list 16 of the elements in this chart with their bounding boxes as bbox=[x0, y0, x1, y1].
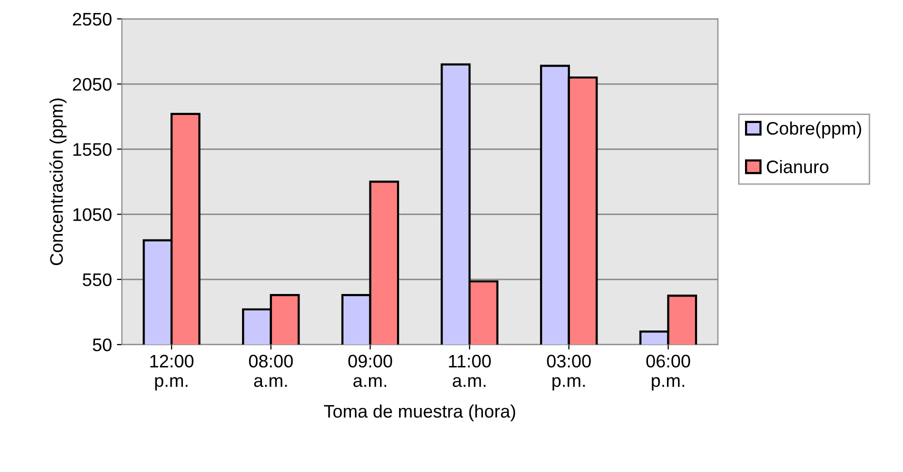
x-tick-label: 03:00 p.m. bbox=[547, 354, 591, 391]
legend-label: Cianuro bbox=[766, 160, 828, 174]
legend-label: Cobre(ppm) bbox=[766, 121, 862, 138]
y-tick-label: 2550 bbox=[72, 12, 112, 26]
y-tick-label: 1550 bbox=[73, 143, 112, 156]
x-axis-title: Toma de muestra (hora) bbox=[324, 404, 516, 422]
x-tick-label: 12:00 p.m. bbox=[150, 354, 194, 391]
y-tick-label: 2050 bbox=[72, 78, 112, 91]
y-tick-label: 50 bbox=[92, 338, 112, 352]
x-tick-label: 08:00 a.m. bbox=[249, 354, 293, 387]
y-tick-label: 550 bbox=[82, 273, 112, 286]
x-tick-label: 06:00 p.m. bbox=[646, 354, 690, 391]
x-tick-label: 09:00 a.m. bbox=[348, 354, 392, 387]
y-tick-label: 1050 bbox=[73, 208, 112, 222]
y-axis-title: Concentración (ppm) bbox=[49, 98, 66, 266]
x-tick-label: 11:00 a.m. bbox=[449, 354, 491, 387]
